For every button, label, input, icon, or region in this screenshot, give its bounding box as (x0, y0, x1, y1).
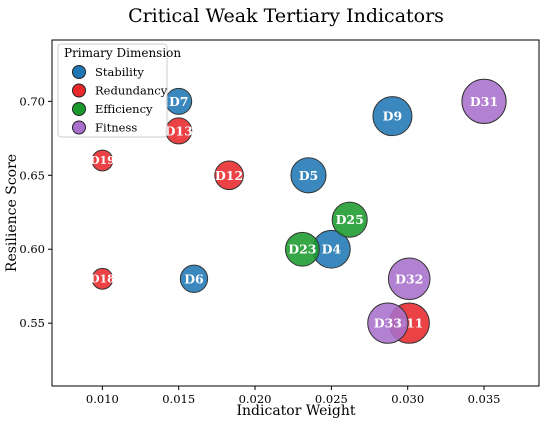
point-marker (387, 257, 431, 301)
point-marker (179, 264, 209, 293)
data-point-d6: D6 (179, 264, 209, 293)
x-axis-label: Indicator Weight (237, 403, 356, 419)
plot-area (51, 39, 540, 387)
legend-item-stability: Stability (72, 65, 144, 79)
point-label: D31 (470, 94, 498, 109)
legend-box (57, 43, 168, 138)
legend-item-fitness: Fitness (72, 120, 137, 135)
data-point-d31: D31 (461, 78, 507, 124)
data-point-d25: D25 (331, 201, 368, 238)
x-tick-label: 0.010 (86, 392, 119, 406)
x-tick-label: 0.035 (468, 392, 501, 406)
point-marker (290, 157, 327, 194)
x-tick-label: 0.030 (391, 392, 424, 406)
point-label: D4 (322, 242, 342, 257)
data-point-d33: D33 (367, 302, 409, 344)
legend-marker (72, 65, 86, 79)
point-marker (331, 201, 368, 238)
y-tick-label: 0.70 (19, 94, 45, 108)
legend-marker (72, 83, 86, 98)
data-point-d23: D23 (284, 231, 320, 267)
data-point-d19: D19 (90, 149, 115, 172)
point-marker (367, 302, 409, 344)
legend-label: Stability (95, 65, 144, 79)
point-marker (91, 149, 114, 172)
y-tick-label: 0.60 (19, 242, 45, 256)
data-point-d4: D4 (312, 229, 351, 269)
legend-label: Efficiency (95, 102, 153, 116)
legend-label: Redundancy (95, 84, 168, 98)
data-point-d12: D12 (214, 160, 244, 191)
point-label: D18 (90, 272, 115, 285)
point-label: D6 (184, 271, 204, 286)
x-axis: 0.010 0.015 0.020 0.025 0.030 0.035 (86, 386, 501, 406)
point-label: D9 (383, 109, 403, 124)
legend-marker (72, 102, 86, 116)
data-point-d5: D5 (290, 157, 327, 194)
point-marker (214, 160, 244, 191)
legend-label: Fitness (95, 121, 137, 135)
point-label: D33 (374, 316, 402, 331)
data-point-d18: D18 (90, 267, 115, 290)
data-point-d13: D13 (165, 117, 193, 145)
point-label: D23 (288, 242, 316, 257)
data-point-d7: D7 (165, 87, 193, 115)
x-tick-label: 0.025 (315, 392, 348, 406)
y-axis-label: Resilience Score (4, 154, 20, 272)
point-marker (372, 96, 413, 137)
point-marker (284, 231, 320, 267)
y-axis: 0.55 0.60 0.65 0.70 (19, 94, 52, 330)
legend-title: Primary Dimension (64, 46, 181, 60)
point-label: D7 (169, 94, 189, 109)
point-label: D13 (165, 123, 193, 138)
y-tick-label: 0.55 (19, 316, 45, 330)
chart-title: Critical Weak Tertiary Indicators (128, 5, 444, 27)
data-point-d32: D32 (387, 257, 431, 301)
point-label: D19 (90, 154, 115, 167)
point-label: D25 (336, 212, 364, 227)
point-marker (461, 78, 507, 124)
legend-marker (72, 120, 86, 135)
legend-item-redundancy: Redundancy (72, 83, 168, 98)
legend-item-efficiency: Efficiency (72, 102, 153, 116)
point-label: D12 (215, 168, 243, 183)
point-label: D5 (299, 168, 319, 183)
x-tick-label: 0.020 (239, 392, 272, 406)
legend: Primary Dimension Stability Redundancy Eff… (57, 43, 181, 138)
point-label: D32 (395, 271, 423, 286)
point-marker (91, 267, 114, 290)
y-tick-label: 0.65 (19, 168, 45, 182)
data-point-d9: D9 (372, 96, 413, 137)
x-tick-label: 0.015 (162, 392, 195, 406)
